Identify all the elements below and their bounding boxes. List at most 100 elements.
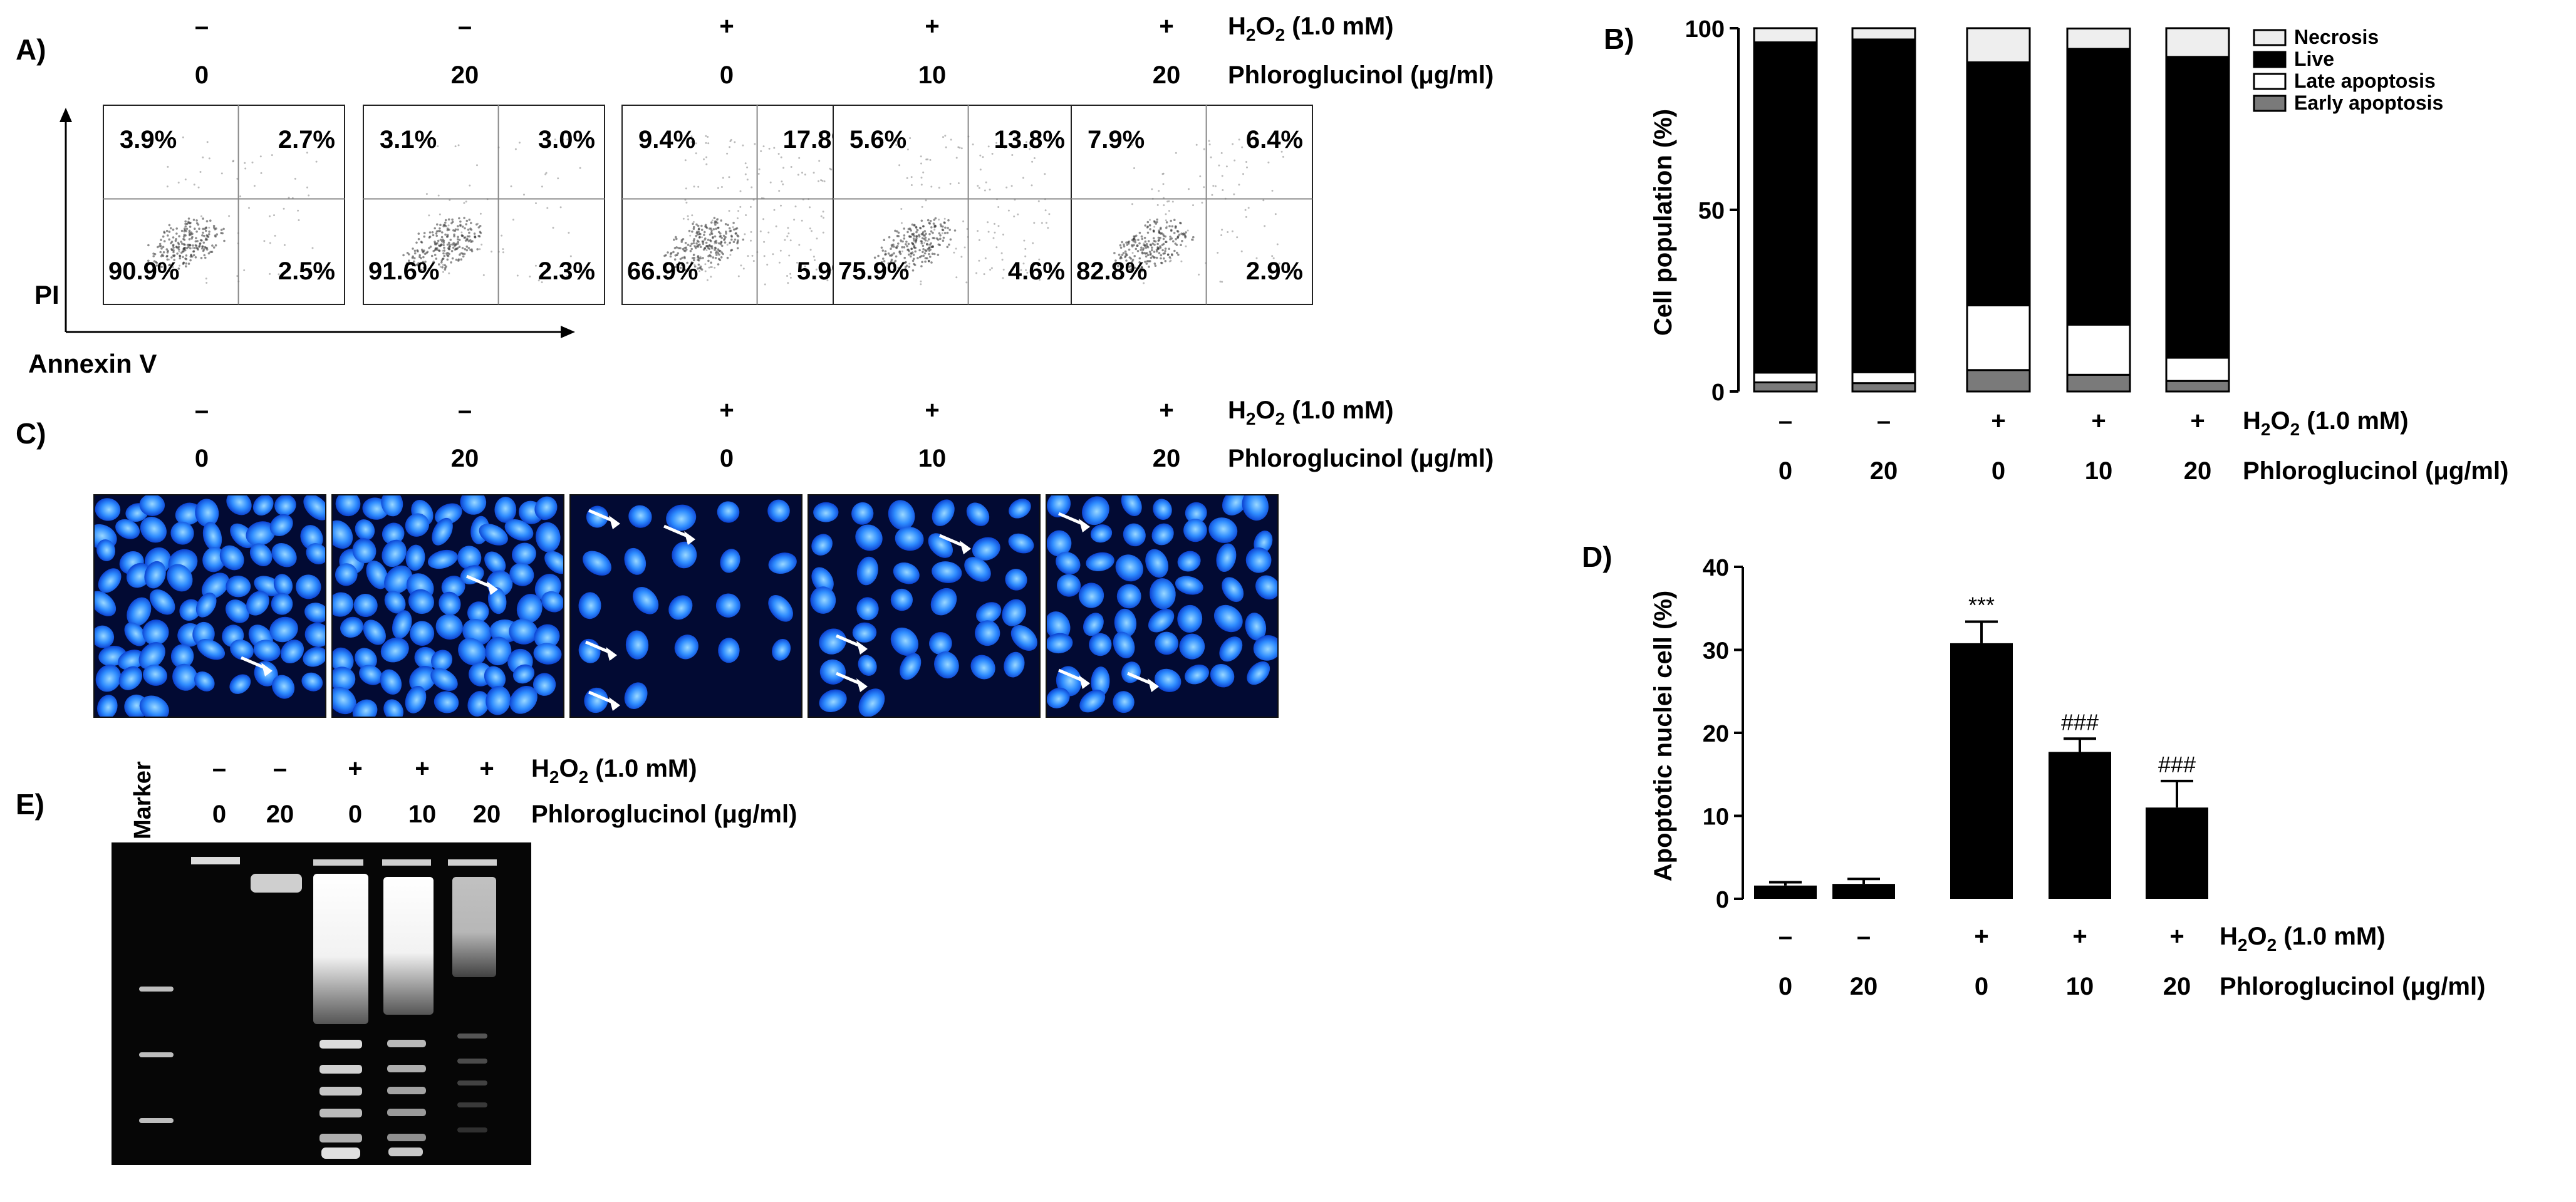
flow-dot: [442, 241, 445, 244]
bar-segment-late-apoptosis: [1966, 304, 2031, 371]
image-frame: [93, 494, 326, 718]
nucleus: [432, 517, 453, 546]
flow-dot: [965, 281, 968, 284]
flow-dot: [930, 230, 933, 233]
flow-dot: [194, 256, 197, 259]
flow-dot: [1282, 155, 1284, 158]
flow-dot: [430, 254, 434, 257]
flow-dot: [449, 199, 451, 201]
flow-dot: [462, 255, 465, 258]
arrow-head: [1148, 678, 1159, 692]
flow-dot: [1172, 240, 1175, 243]
flow-dot: [944, 135, 947, 137]
flow-dot: [962, 220, 965, 222]
nucleus: [976, 602, 1002, 624]
flow-dot: [722, 252, 724, 256]
flow-dot: [1140, 235, 1143, 238]
flow-dot: [739, 205, 742, 208]
nucleus: [273, 574, 293, 596]
flow-dot: [1192, 236, 1195, 239]
flow-dot: [193, 247, 196, 249]
flow-dot: [179, 257, 182, 260]
flow-dot: [269, 272, 271, 275]
nucleus: [149, 589, 175, 615]
nucleus: [717, 501, 740, 523]
flow-dot: [1122, 252, 1125, 254]
flow-dot: [1164, 235, 1167, 238]
flow-dot-scatter: [1131, 138, 1284, 284]
flow-dot: [909, 137, 911, 139]
flow-dot: [172, 246, 175, 249]
flow-dot: [1282, 264, 1284, 266]
flow-dot: [444, 264, 446, 267]
y-tick-label: 10: [1703, 804, 1729, 831]
flow-dot: [922, 251, 924, 254]
flow-dot: [922, 244, 925, 247]
nucleus: [352, 699, 378, 717]
flow-dot: [463, 217, 465, 219]
flow-dot: [417, 250, 419, 253]
flow-dot: [719, 232, 722, 235]
flow-dot: [881, 249, 885, 252]
flow-dot: [884, 250, 887, 253]
nucleus: [124, 622, 147, 646]
flow-dot: [1155, 256, 1158, 259]
flow-dot: [710, 251, 712, 254]
nucleus: [1148, 609, 1175, 633]
microscopy-image: [808, 494, 1041, 718]
flow-dot: [903, 256, 906, 259]
white-arrow: [663, 524, 695, 545]
flow-dot: [674, 266, 677, 269]
nucleus: [1242, 495, 1269, 521]
flow-dot: [205, 220, 209, 223]
flow-dot: [202, 156, 204, 158]
flow-dot: [1238, 138, 1240, 141]
flow-dot: [413, 260, 415, 263]
flow-dot: [672, 251, 675, 254]
nucleus: [332, 520, 353, 549]
flow-dot: [1128, 266, 1131, 269]
flow-dot: [915, 226, 918, 229]
nucleus: [352, 538, 377, 563]
flow-dot: [182, 243, 185, 246]
nucleus: [431, 650, 453, 671]
flow-dot: [691, 214, 693, 217]
flow-dot: [181, 242, 184, 245]
flow-dot: [470, 229, 473, 231]
flow-dot: [683, 256, 686, 259]
flow-dot: [744, 162, 747, 165]
flow-dot: [882, 257, 885, 260]
flow-dot: [922, 248, 925, 251]
flow-dot: [180, 229, 184, 232]
flow-dot: [780, 156, 782, 158]
flow-dot: [147, 259, 150, 262]
flow-dot: [445, 225, 447, 227]
a-dose-4: 10: [918, 61, 947, 89]
flow-dot: [463, 236, 466, 239]
flow-dot: [1025, 141, 1027, 143]
flow-dot: [697, 259, 699, 261]
nucleus: [672, 541, 697, 569]
flow-dot: [212, 224, 216, 227]
nucleus: [888, 500, 915, 531]
flow-dot: [455, 258, 458, 261]
flow-dot: [291, 197, 294, 199]
flow-dot: [434, 227, 436, 230]
flow-dot: [1140, 266, 1143, 269]
flow-dot: [1168, 210, 1170, 212]
flow-dot: [429, 246, 432, 248]
nucleus: [435, 503, 462, 525]
nucleus: [975, 620, 1000, 646]
flow-dot: [422, 266, 425, 269]
flow-dot: [744, 233, 746, 236]
flow-dot: [995, 142, 998, 144]
flow-dot: [1156, 220, 1158, 224]
d-h2o2-sign-4: +: [2072, 923, 2087, 950]
flow-dot: [726, 152, 729, 155]
flow-dot: [422, 261, 425, 264]
flow-dot: [801, 172, 803, 174]
flow-dot: [450, 250, 454, 252]
nucleus: [1046, 633, 1073, 654]
flow-dot: [205, 229, 207, 232]
